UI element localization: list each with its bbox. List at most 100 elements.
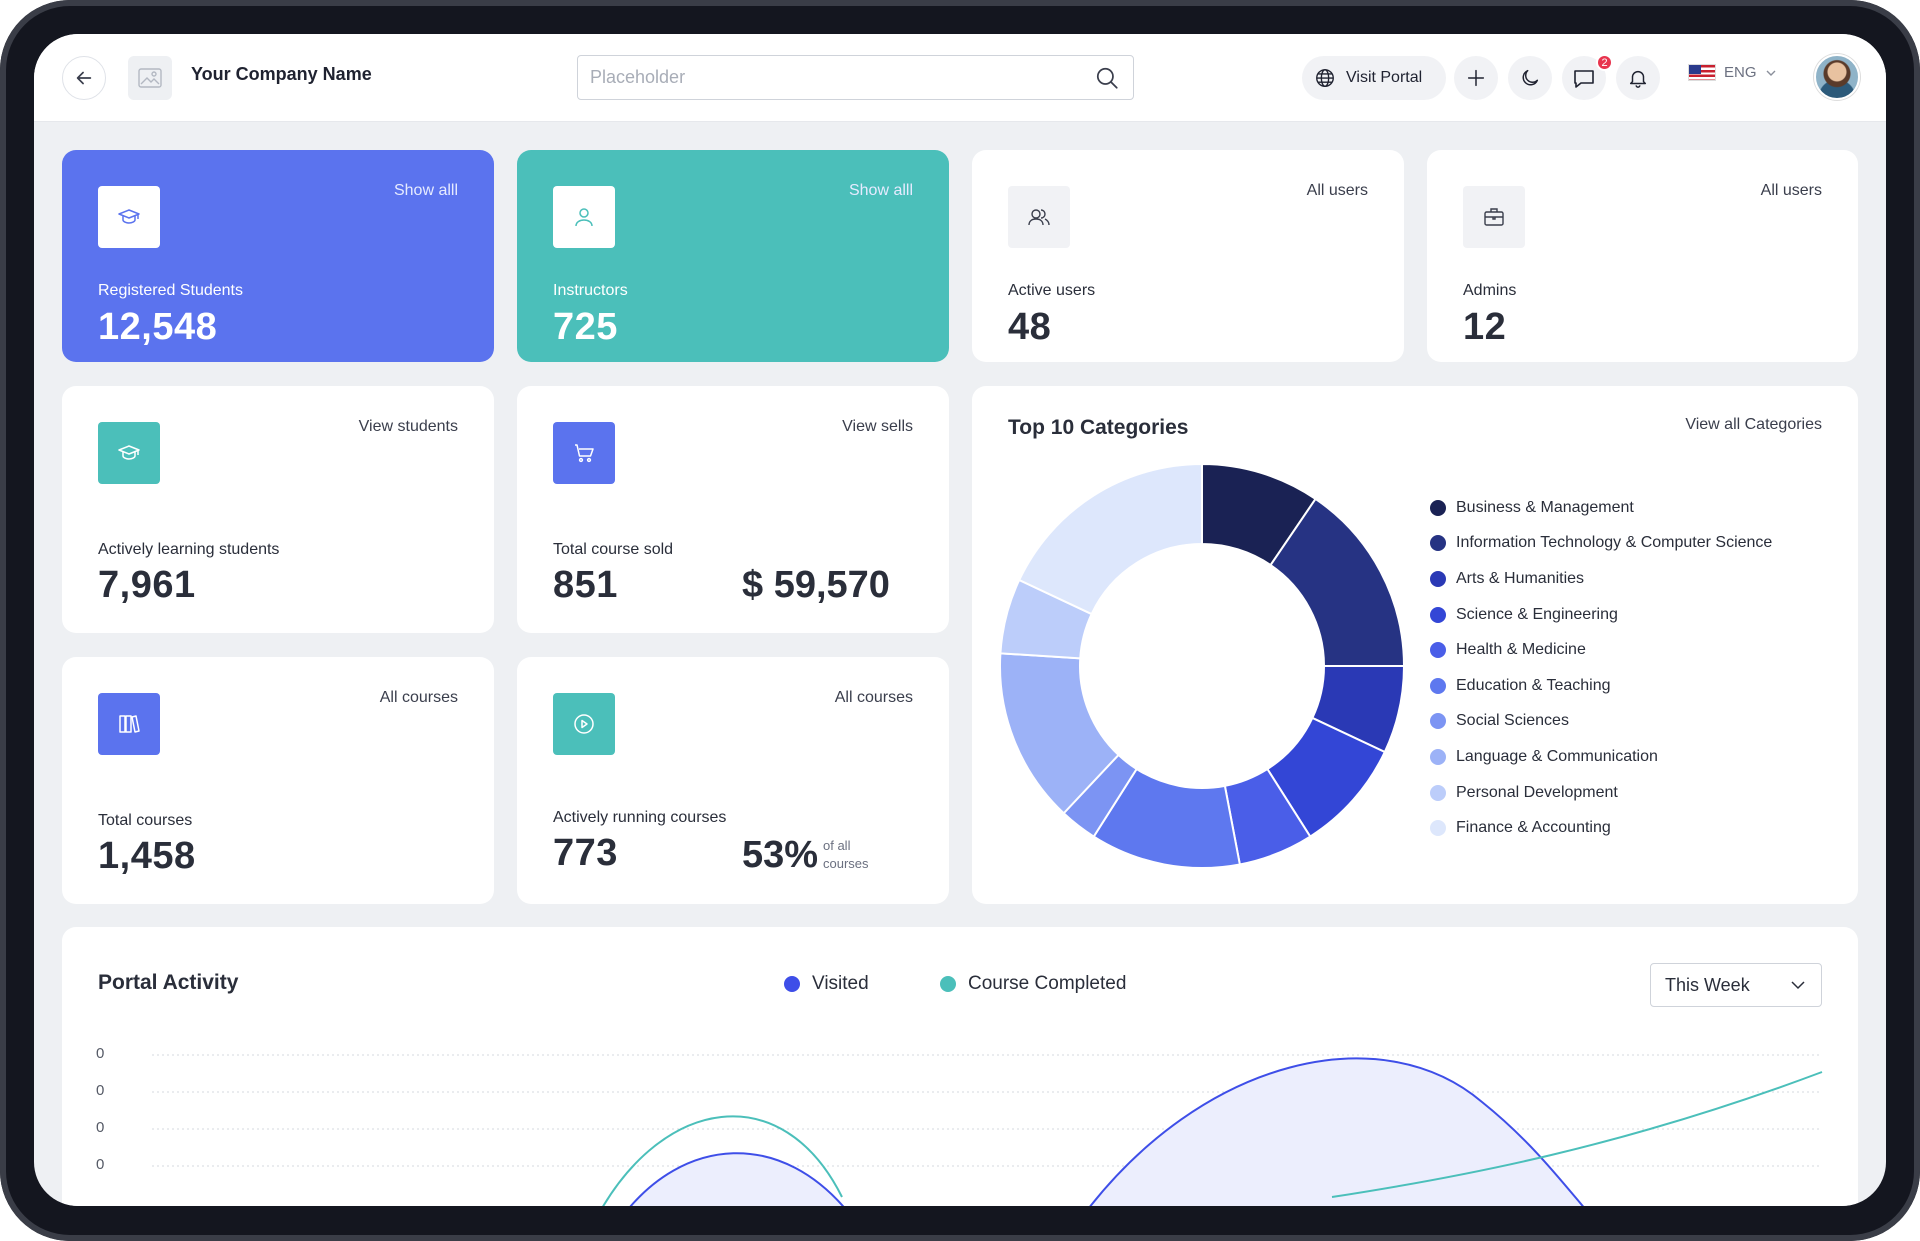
visit-portal-label: Visit Portal [1346,69,1423,86]
image-placeholder-icon [138,68,162,88]
legend-item[interactable]: Arts & Humanities [1430,561,1772,597]
legend-visited-label: Visited [812,973,869,994]
admins-label: Admins [1463,282,1517,299]
legend-item[interactable]: Business & Management [1430,490,1772,526]
legend-item[interactable]: Language & Communication [1430,739,1772,775]
instructors-label: Instructors [553,282,628,299]
running-courses-note: of all courses [823,837,869,873]
language-label: ENG [1724,64,1757,81]
graduation-cap-icon [118,445,140,460]
legend-item[interactable]: Social Sciences [1430,704,1772,740]
course-completed-dot-icon [940,976,956,992]
legend-item-label: Science & Engineering [1456,605,1618,623]
y-tick: 0 [96,1119,105,1136]
admins-card: All users Admins 12 [1427,150,1858,362]
arrow-left-icon [76,71,92,85]
legend-dot-icon [1430,713,1446,730]
portal-activity-card: Portal Activity Visited Course Completed… [62,927,1858,1206]
show-all-instructors-link[interactable]: Show alll [848,182,913,199]
legend-item-label: Health & Medicine [1456,641,1586,659]
notifications-button[interactable] [1616,56,1660,100]
learning-students-icon-box [98,422,160,484]
course-revenue-value: $ 59,570 [742,564,890,606]
legend-dot-icon [1430,570,1446,587]
donut-slice[interactable] [1017,462,1203,616]
user-icon [575,208,593,227]
add-button[interactable] [1454,56,1498,100]
all-admin-users-link[interactable]: All users [1760,182,1822,199]
books-icon [119,715,140,733]
course-completed-line [602,1115,843,1206]
view-all-categories-link[interactable]: View all Categories [1685,416,1822,433]
registered-students-value: 12,548 [98,306,218,348]
legend-item-label: Information Technology & Computer Scienc… [1456,534,1773,552]
total-courses-value: 1,458 [98,835,196,877]
total-courses-card: All courses Total courses 1,458 [62,657,494,904]
time-range-select[interactable]: This Week [1650,963,1822,1007]
legend-item-label: Finance & Accounting [1456,819,1611,837]
legend-course-completed[interactable]: Course Completed [940,973,1126,995]
legend-item[interactable]: Personal Development [1430,775,1772,811]
instructors-value: 725 [553,306,618,348]
plus-icon [1467,69,1485,87]
portal-activity-chart [152,1054,1823,1206]
total-courses-icon-box [98,693,160,755]
legend-dot-icon [1430,535,1446,552]
legend-item[interactable]: Science & Engineering [1430,597,1772,633]
active-users-card: All users Active users 48 [972,150,1404,362]
legend-item[interactable]: Finance & Accounting [1430,810,1772,846]
search-input[interactable] [577,55,1134,100]
briefcase-icon [1484,208,1504,226]
graduation-cap-icon [118,209,140,224]
back-button[interactable] [62,56,106,100]
legend-dot-icon [1430,642,1446,659]
show-all-students-link[interactable]: Show alll [393,182,458,199]
y-tick: 0 [96,1045,105,1062]
running-courses-value: 773 [553,832,618,874]
legend-item-label: Language & Communication [1456,747,1658,765]
portal-activity-title: Portal Activity [98,971,239,994]
admins-value: 12 [1463,306,1507,348]
visit-portal-button[interactable]: Visit Portal [1302,56,1446,100]
running-courses-icon-box [553,693,615,755]
legend-item[interactable]: Education & Teaching [1430,668,1772,704]
admins-icon-box [1463,186,1525,248]
course-sold-icon-box [553,422,615,484]
language-selector[interactable]: ENG [1688,64,1777,81]
play-circle-icon [574,714,594,734]
running-courses-percent: 53% [742,834,819,876]
view-students-link[interactable]: View students [358,418,458,435]
globe-icon [1316,69,1334,87]
instructors-card: Show alll Instructors 725 [517,150,949,362]
legend-item-label: Personal Development [1456,783,1618,801]
learning-students-value: 7,961 [98,564,196,606]
legend-item[interactable]: Health & Medicine [1430,632,1772,668]
all-running-courses-link[interactable]: All courses [834,689,913,706]
legend-visited[interactable]: Visited [784,973,869,995]
bell-icon [1629,70,1647,88]
user-avatar[interactable] [1814,54,1860,100]
time-range-value: This Week [1665,974,1750,995]
all-users-link[interactable]: All users [1306,182,1368,199]
chat-icon [1574,70,1594,88]
legend-item-label: Social Sciences [1456,712,1569,730]
categories-legend: Business & Management Information Technol… [1430,490,1772,846]
running-courses-label: Actively running courses [553,809,727,826]
app-screen: Your Company Name Visit Portal 2 [34,34,1886,1206]
learning-students-card: View students Actively learning students… [62,386,494,633]
legend-item-label: Arts & Humanities [1456,569,1585,587]
learning-students-label: Actively learning students [98,541,280,558]
legend-item[interactable]: Information Technology & Computer Scienc… [1430,526,1772,562]
search-icon[interactable] [1094,65,1120,91]
y-tick: 0 [96,1156,105,1173]
users-icon [1028,209,1050,226]
legend-dot-icon [1430,677,1446,694]
visited-area [630,1153,843,1206]
dark-mode-toggle[interactable] [1508,56,1552,100]
all-courses-link[interactable]: All courses [379,689,458,706]
active-users-label: Active users [1008,282,1096,299]
moon-icon [1522,69,1539,86]
us-flag-icon [1688,64,1716,81]
view-sells-link[interactable]: View sells [842,418,913,435]
